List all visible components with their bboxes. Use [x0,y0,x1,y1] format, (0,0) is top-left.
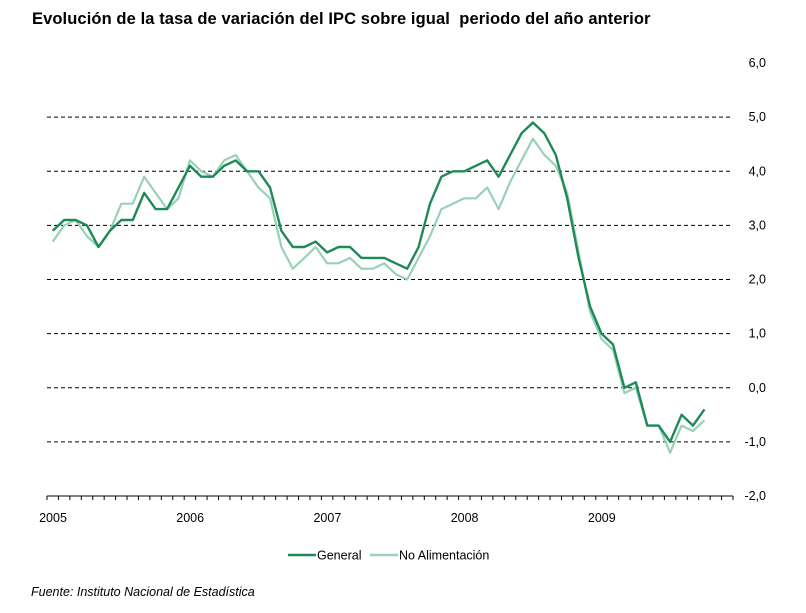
y-tick-label: 3,0 [749,218,766,232]
x-tick-label: 2006 [176,511,204,525]
y-tick-label: 1,0 [749,327,766,341]
legend: General No Alimentación [288,549,489,563]
x-tick-label: 2008 [451,511,479,525]
x-tick-label: 2005 [39,511,67,525]
series-lines [51,121,706,454]
y-tick-label: 5,0 [749,110,766,124]
series-line-general [51,121,706,444]
source-note: Fuente: Instituto Nacional de Estadístic… [31,585,255,599]
y-axis-labels: 6,0 5,0 4,0 3,0 2,0 1,0 0,0 -1,0 -2,0 [744,56,766,503]
y-tick-label: 6,0 [749,56,766,70]
chart-title: Evolución de la tasa de variación del IP… [32,10,651,28]
x-tick-label: 2009 [588,511,616,525]
grid-lines [47,116,733,443]
y-tick-label: 4,0 [749,164,766,178]
y-tick-label: 2,0 [749,273,766,287]
x-tick-label: 2007 [313,511,341,525]
y-tick-label: 0,0 [749,381,766,395]
x-axis-labels: 2005 2006 2007 2008 2009 [39,511,616,525]
series-line-no-alimentacion [51,137,706,454]
y-tick-label: -1,0 [744,435,766,449]
legend-label: General [317,549,361,563]
y-tick-label: -2,0 [744,489,766,503]
x-axis [46,495,734,500]
legend-label: No Alimentación [399,549,489,563]
